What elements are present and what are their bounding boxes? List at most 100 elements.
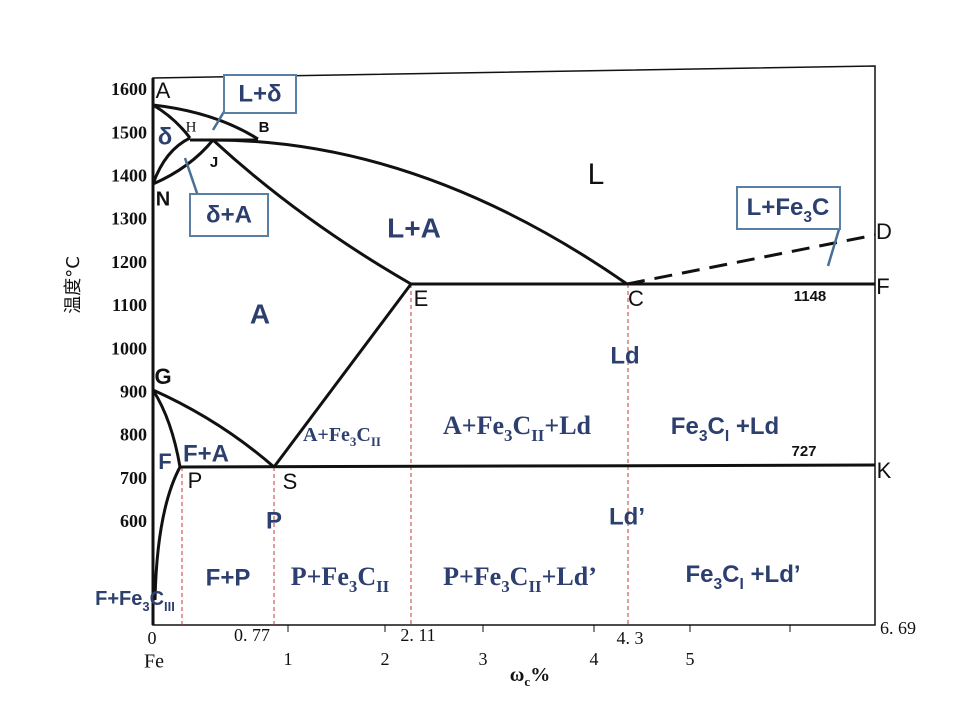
x-tick-label: 6. 69 xyxy=(880,618,916,638)
subscript: I xyxy=(725,428,729,445)
text-part: ω xyxy=(510,664,525,686)
callout-label: L+Fe3C xyxy=(747,194,830,225)
text-part: +Ld xyxy=(544,411,591,440)
x-axis-label: ωc% xyxy=(510,664,550,690)
point-label: K xyxy=(877,458,892,483)
x-tick-label: 1 xyxy=(284,649,293,669)
y-axis-label: 温度°C xyxy=(63,256,84,314)
x-tick-label: 4. 3 xyxy=(617,628,644,648)
region-label: F+Fe3CIII xyxy=(95,588,175,614)
subscript: III xyxy=(164,599,175,614)
subscript: 3 xyxy=(142,599,149,614)
region-label: P+Fe3CII xyxy=(291,562,390,596)
region-label: F+P xyxy=(206,564,251,591)
callout-label: L+δ xyxy=(238,80,281,107)
x-tick-marks xyxy=(287,625,791,632)
text-part: P+Fe xyxy=(291,562,349,591)
region-label: Fe3CI +Ld’ xyxy=(685,561,800,592)
region-label: A+Fe3CII+Ld xyxy=(443,411,592,445)
subscript: 3 xyxy=(350,434,357,449)
x-tick-label: 0. 77 xyxy=(234,625,270,645)
y-tick-label: 1000 xyxy=(111,338,147,358)
point-label: D xyxy=(876,219,892,244)
y-tick-label: 600 xyxy=(120,511,147,531)
subscript: 3 xyxy=(713,576,722,593)
x-origin-label: Fe xyxy=(144,651,164,673)
subscript: 3 xyxy=(349,577,357,596)
point-label: G xyxy=(154,364,171,389)
point-label: S xyxy=(283,469,298,494)
temperature-label: 727 xyxy=(791,443,816,460)
y-tick-label: 1100 xyxy=(112,295,147,315)
point-label: E xyxy=(414,286,429,311)
y-tick-label: 900 xyxy=(120,382,147,402)
temperature-label: 1148 xyxy=(794,288,827,305)
region-label: A+Fe3CII xyxy=(303,424,381,450)
region-label: Ld’ xyxy=(609,503,645,530)
subscript: 3 xyxy=(501,577,509,596)
text-part: C xyxy=(150,588,164,610)
region-label: F+A xyxy=(183,440,229,467)
callout-label: δ+A xyxy=(206,201,252,228)
subscript: II xyxy=(371,434,381,449)
subscript: II xyxy=(376,577,389,596)
text-part: +Ld’ xyxy=(542,562,597,591)
point-label: H xyxy=(186,119,197,135)
phase-lines xyxy=(151,78,876,625)
text-part: C xyxy=(708,413,725,440)
region-label: P+Fe3CII+Ld’ xyxy=(443,562,597,596)
text-part: C xyxy=(812,194,829,221)
text-part: C xyxy=(356,424,370,446)
x-tick-label: 4 xyxy=(590,649,599,669)
text-part: % xyxy=(530,664,550,686)
text-part: +Ld xyxy=(729,413,779,440)
text-part: P+Fe xyxy=(443,562,501,591)
text-part: Fe xyxy=(671,413,699,440)
y-tick-label: 1500 xyxy=(111,122,147,142)
subscript: 3 xyxy=(803,209,812,226)
point-label: F xyxy=(876,274,889,299)
text-part: C xyxy=(357,562,376,591)
x-tick-label: 3 xyxy=(479,649,488,669)
subscript: II xyxy=(531,426,544,445)
point-label: A xyxy=(156,78,171,103)
x-tick-label: 2 xyxy=(381,649,390,669)
plot-frame xyxy=(152,65,876,626)
point-label: C xyxy=(628,286,644,311)
region-label: A xyxy=(250,298,270,329)
text-part: A+Fe xyxy=(443,411,504,440)
region-label: P xyxy=(266,507,282,534)
region-label: δ xyxy=(158,123,173,150)
text-part: F+Fe xyxy=(95,588,142,610)
region-label: Fe3CI +Ld xyxy=(671,413,779,444)
point-label: J xyxy=(210,154,218,171)
text-part: L+Fe xyxy=(747,194,804,221)
region-label: L xyxy=(588,158,605,191)
y-tick-label: 1600 xyxy=(111,79,147,99)
region-label: L+A xyxy=(387,212,441,243)
point-label: P xyxy=(188,468,203,493)
y-axis: 1600 1500 1400 1300 1200 1100 1000 900 800 700 600 xyxy=(111,79,147,531)
point-label: B xyxy=(259,119,270,136)
text-part: A+Fe xyxy=(303,424,350,446)
y-tick-label: 700 xyxy=(120,468,147,488)
y-tick-label: 1200 xyxy=(111,252,147,272)
text-part: +Ld’ xyxy=(744,561,801,588)
region-label: Ld xyxy=(610,342,639,369)
subscript: I xyxy=(740,576,744,593)
text-part: C xyxy=(510,562,529,591)
composition-guides xyxy=(181,284,629,625)
text-part: Fe xyxy=(685,561,713,588)
x-tick-label: 5 xyxy=(686,649,695,669)
subscript: II xyxy=(528,577,541,596)
y-tick-label: 1400 xyxy=(111,166,147,186)
callouts: L+δ δ+A L+Fe3C xyxy=(183,74,842,267)
y-tick-label: 1300 xyxy=(111,209,147,229)
subscript: 3 xyxy=(504,426,512,445)
point-label: N xyxy=(156,188,170,210)
subscript: c xyxy=(524,674,530,689)
y-tick-label: 800 xyxy=(120,425,147,445)
x-tick-label: 2. 11 xyxy=(400,625,435,645)
